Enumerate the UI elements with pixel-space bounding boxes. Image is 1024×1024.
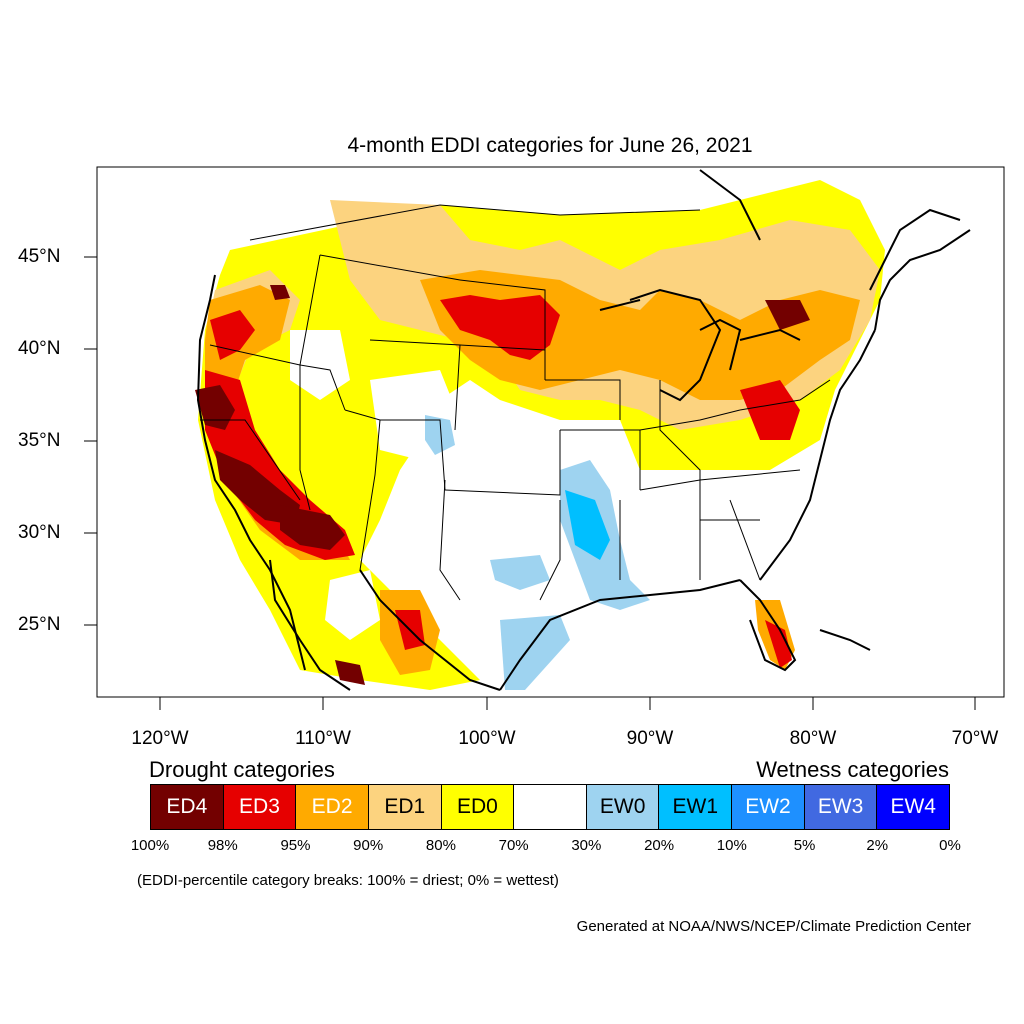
region-ed3-fl: [765, 620, 792, 668]
region-normal-tx: [325, 570, 380, 640]
lon-label: 70°W: [951, 728, 999, 749]
legend-break-label: 95%: [280, 837, 311, 854]
region-ew0-coast: [500, 615, 570, 690]
map-title: 4-month EDDI categories for June 26, 202…: [347, 134, 753, 157]
legend-swatch-ew4: EW4: [877, 785, 950, 829]
region-ew0-tx: [490, 555, 550, 590]
legend-swatch-ed3: ED3: [223, 785, 297, 829]
region-ed4-ca-north: [195, 385, 235, 430]
lon-label: 110°W: [295, 728, 351, 749]
lon-label: 120°W: [131, 728, 189, 749]
legend-swatch-ed1: ED1: [368, 785, 442, 829]
map-frame-border: [96, 166, 1005, 698]
lat-label: 25°N: [18, 614, 61, 635]
region-ed4-baja: [335, 660, 365, 685]
lat-label: 30°N: [18, 522, 61, 543]
lat-label: 35°N: [18, 430, 61, 451]
legend-break-label: 10%: [716, 837, 747, 854]
region-ed4-or: [270, 285, 290, 300]
wetness-heading: Wetness categories: [756, 757, 949, 782]
eddi-map: [84, 166, 1005, 710]
legend-break-label: 100%: [130, 837, 170, 854]
state-borders: [200, 204, 831, 601]
legend-color-bar: ED4 ED3 ED2 ED1 ED0 EW0 EW1 EW2 EW3 EW4: [150, 784, 950, 830]
legend-swatch-ew2: EW2: [732, 785, 805, 829]
region-ed4-ny: [765, 300, 810, 330]
lat-label: 45°N: [18, 246, 61, 267]
legend-swatch-ed2: ED2: [296, 785, 369, 829]
legend-break-label: 20%: [644, 837, 675, 854]
legend-swatch-normal: [514, 785, 587, 829]
legend-break-label: 30%: [571, 837, 602, 854]
legend-swatch-ed4: ED4: [151, 785, 224, 829]
axis-ticks: [84, 256, 976, 710]
region-ed3-east: [740, 380, 800, 440]
drought-heading: Drought categories: [149, 757, 335, 782]
legend-swatch-ew3: EW3: [804, 785, 878, 829]
region-ew0-co: [425, 415, 455, 455]
legend-break-label: 70%: [498, 837, 529, 854]
credit-text: Generated at NOAA/NWS/NCEP/Climate Predi…: [576, 918, 971, 935]
lat-label: 40°N: [18, 338, 61, 359]
legend-break-label: 5%: [793, 837, 816, 854]
legend-swatch-ew0: EW0: [586, 785, 660, 829]
legend-swatch-ew1: EW1: [659, 785, 733, 829]
legend-break-label: 90%: [353, 837, 384, 854]
legend-swatch-ed0: ED0: [441, 785, 515, 829]
region-ed4-ca-south: [215, 450, 300, 525]
region-ed3-dakotas: [440, 295, 560, 360]
legend-break-label: 2%: [866, 837, 889, 854]
coastlines: [196, 169, 971, 691]
legend-break-label: 0%: [939, 837, 961, 854]
region-ed4-az: [280, 505, 345, 550]
region-ew1-south: [565, 490, 610, 560]
lon-label: 90°W: [626, 728, 674, 749]
category-note: (EDDI-percentile category breaks: 100% =…: [137, 872, 559, 889]
lon-label: 100°W: [458, 728, 516, 749]
lon-label: 80°W: [789, 728, 837, 749]
legend-break-label: 98%: [207, 837, 238, 854]
legend-break-label: 80%: [425, 837, 456, 854]
